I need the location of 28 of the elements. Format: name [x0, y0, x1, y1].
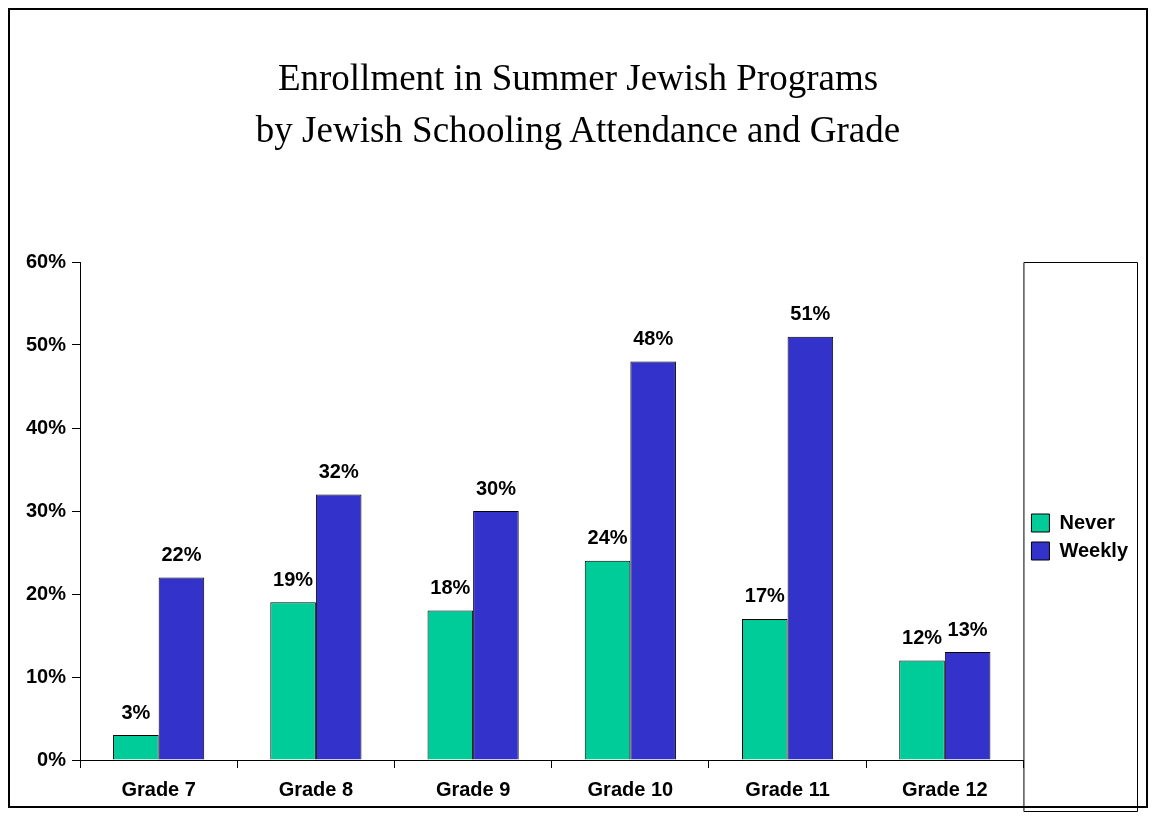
x-tick-label: Grade 9: [435, 777, 511, 800]
y-tick-label: 0%: [37, 747, 67, 770]
x-tick-label: Grade 8: [278, 777, 354, 800]
y-tick-label: 50%: [26, 332, 67, 355]
data-label: 18%: [430, 576, 471, 599]
x-tick-label: Grade 11: [745, 777, 830, 800]
y-tick-label: 10%: [26, 664, 67, 687]
data-label: 32%: [318, 459, 359, 482]
legend-label: Weekly: [1059, 538, 1129, 561]
data-label: 30%: [475, 476, 517, 499]
data-label: 17%: [744, 584, 786, 607]
y-tick-label: 40%: [26, 415, 67, 438]
data-label: 19%: [273, 567, 314, 590]
data-label: 51%: [790, 302, 831, 325]
data-label: 12%: [902, 625, 943, 648]
chart-title: Enrollment in Summer Jewish Programs by Jewish Schooling Attendance and Grade: [254, 56, 902, 152]
y-tick-label: 60%: [26, 249, 67, 272]
x-tick-label: Grade 12: [902, 777, 988, 800]
x-tick-label: Grade 7: [121, 777, 196, 800]
x-tick-label: Grade 10: [587, 777, 674, 800]
data-label: 24%: [587, 526, 628, 549]
data-label: 3%: [121, 700, 151, 723]
data-label: 48%: [633, 327, 674, 350]
y-tick-label: 20%: [26, 581, 67, 604]
data-label: 13%: [947, 617, 988, 640]
legend-label: Never: [1059, 510, 1116, 533]
data-label: 22%: [161, 542, 202, 565]
y-tick-label: 30%: [26, 498, 67, 521]
